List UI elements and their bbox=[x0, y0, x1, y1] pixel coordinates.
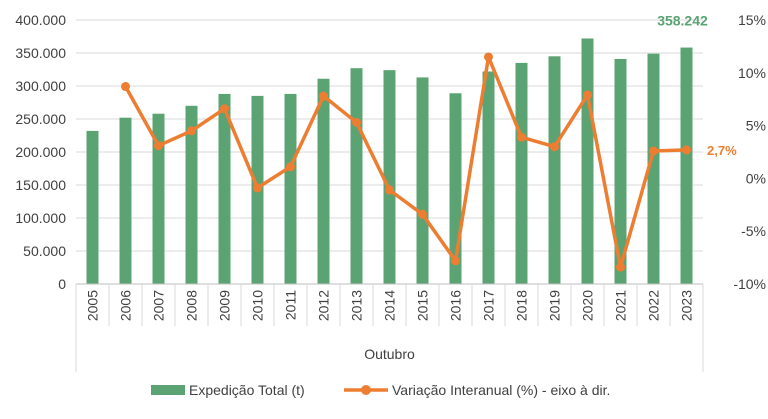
x-tick-label: 2020 bbox=[580, 290, 596, 321]
legend-bar-label: Expedição Total (t) bbox=[189, 382, 305, 398]
line-point bbox=[517, 132, 526, 142]
line-last-value-label: 2,7% bbox=[707, 143, 737, 158]
axes: 0 50.000 100.000 150.000 200.000 250.000 300.0… bbox=[15, 12, 766, 372]
bar-last-value-label: 358.242 bbox=[657, 13, 708, 29]
bar bbox=[218, 93, 231, 284]
y-tick-label: 50.000 bbox=[23, 243, 66, 259]
bar bbox=[647, 53, 660, 284]
y-tick-label: 150.000 bbox=[15, 177, 66, 193]
x-tick-label: 2019 bbox=[547, 290, 563, 321]
x-tick-label: 2010 bbox=[250, 290, 266, 321]
y-tick-label: 100.000 bbox=[15, 210, 66, 226]
bar bbox=[680, 47, 693, 285]
line-point bbox=[385, 185, 394, 195]
legend-bar-swatch bbox=[151, 385, 185, 395]
line-path bbox=[123, 55, 687, 269]
x-tick-label: 2015 bbox=[415, 290, 431, 321]
x-tick-label: 2006 bbox=[118, 290, 134, 321]
bar-series bbox=[86, 38, 693, 285]
y-tick-label: 250.000 bbox=[15, 111, 66, 127]
y-tick-label: 0 bbox=[58, 276, 66, 292]
y2-tick-label: -5% bbox=[741, 223, 766, 239]
legend: Expedição Total (t) Variação Interanual … bbox=[151, 382, 610, 398]
x-tick-label: 2023 bbox=[679, 290, 695, 321]
x-tick-label: 2005 bbox=[85, 290, 101, 321]
bar bbox=[416, 77, 429, 284]
y2-tick-label: 15% bbox=[738, 12, 766, 28]
bar bbox=[86, 130, 99, 284]
bar bbox=[581, 38, 594, 285]
x-tick-label: 2017 bbox=[481, 290, 497, 321]
line-point bbox=[319, 91, 328, 101]
x-tick-label: 2021 bbox=[613, 290, 629, 321]
x-tick-label: 2014 bbox=[382, 290, 398, 321]
line-point bbox=[484, 52, 493, 62]
x-tick-label: 2009 bbox=[217, 290, 233, 321]
x-tick-label: 2008 bbox=[184, 290, 200, 321]
bar bbox=[614, 58, 627, 284]
line-point bbox=[583, 90, 592, 100]
line-point bbox=[286, 162, 295, 172]
x-tick-label: 2018 bbox=[514, 290, 530, 321]
bar bbox=[284, 93, 297, 284]
line-point bbox=[220, 104, 229, 114]
bar bbox=[383, 70, 396, 284]
line-point bbox=[451, 256, 460, 266]
x-tick-label: 2011 bbox=[283, 290, 299, 320]
line-point bbox=[550, 142, 559, 152]
x-tick-label: 2012 bbox=[316, 290, 332, 321]
bar bbox=[317, 78, 330, 285]
bar bbox=[152, 113, 165, 284]
y2-tick-label: 0% bbox=[746, 170, 766, 186]
y-tick-label: 300.000 bbox=[15, 78, 66, 94]
bar bbox=[548, 56, 561, 284]
x-tick-label: 2007 bbox=[151, 290, 167, 321]
x-tick-label: 2022 bbox=[646, 290, 662, 321]
bar bbox=[515, 62, 528, 285]
x-tick-label: 2013 bbox=[349, 290, 365, 321]
y-tick-label: 200.000 bbox=[15, 144, 66, 160]
y-tick-label: 350.000 bbox=[15, 45, 66, 61]
y-tick-label: 400.000 bbox=[15, 12, 66, 28]
y2-tick-label: -10% bbox=[733, 276, 766, 292]
y2-tick-label: 5% bbox=[746, 118, 766, 134]
line-point bbox=[253, 183, 262, 193]
line-point bbox=[616, 262, 625, 272]
line-series bbox=[121, 52, 691, 272]
line-point bbox=[154, 141, 163, 151]
x-tick-label: 2016 bbox=[448, 290, 464, 321]
x-axis-title: Outubro bbox=[364, 346, 415, 362]
bar bbox=[482, 71, 495, 284]
line-point bbox=[187, 126, 196, 136]
legend-line-label: Variação Interanual (%) - eixo à dir. bbox=[392, 382, 610, 398]
line-point bbox=[352, 117, 361, 127]
bar bbox=[350, 68, 363, 285]
line-point bbox=[121, 82, 130, 92]
line-point bbox=[682, 145, 691, 155]
line-point bbox=[649, 146, 658, 156]
bar bbox=[119, 117, 132, 285]
line-point bbox=[418, 209, 427, 219]
y2-tick-label: 10% bbox=[738, 65, 766, 81]
bar bbox=[185, 105, 198, 284]
legend-line-marker bbox=[361, 385, 371, 395]
